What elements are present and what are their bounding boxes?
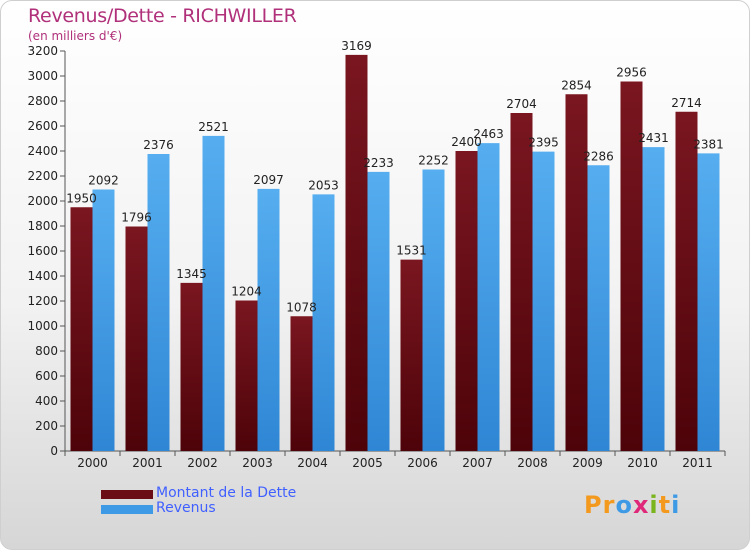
y-tick-label: 0: [50, 444, 58, 458]
bar-revenus: [147, 154, 170, 451]
y-tick-label: 1800: [27, 219, 58, 233]
y-tick-label: 2600: [27, 119, 58, 133]
legend-label-revenus: Revenus: [156, 500, 216, 516]
bar-dette: [70, 207, 93, 451]
bar-revenus: [422, 169, 445, 451]
x-tick-label: 2003: [242, 456, 273, 470]
bar-dette: [180, 282, 203, 451]
bar-dette: [510, 113, 533, 451]
y-tick-label: 1000: [27, 319, 58, 333]
logo-letter: i: [671, 491, 681, 519]
chart-title: Revenus/Dette - RICHWILLER: [28, 5, 297, 27]
value-label-dette: 3169: [341, 39, 372, 53]
chart-subtitle: (en milliers d'€): [28, 29, 123, 43]
bar-dette: [675, 111, 698, 451]
x-tick-label: 2002: [187, 456, 218, 470]
value-label-dette: 1531: [396, 244, 427, 258]
y-tick-label: 1600: [27, 244, 58, 258]
value-label-revenus: 2097: [253, 173, 284, 187]
bar-dette: [565, 94, 588, 451]
bar-revenus: [587, 165, 610, 451]
value-label-dette: 1345: [176, 267, 207, 281]
bar-revenus: [202, 135, 225, 451]
logo-letter: r: [602, 491, 616, 519]
value-label-dette: 1950: [66, 191, 97, 205]
y-tick-label: 3000: [27, 69, 58, 83]
value-label-dette: 2854: [561, 78, 592, 92]
bar-revenus: [367, 171, 390, 451]
value-label-dette: 2714: [671, 96, 702, 110]
y-tick-label: 1400: [27, 269, 58, 283]
y-tick-label: 200: [35, 419, 58, 433]
y-tick-label: 2400: [27, 144, 58, 158]
value-label-revenus: 2381: [693, 137, 724, 151]
logo-letter: i: [649, 491, 659, 519]
y-tick-label: 800: [35, 344, 58, 358]
bar-revenus: [697, 153, 720, 451]
y-tick-label: 2000: [27, 194, 58, 208]
y-tick-label: 600: [35, 369, 58, 383]
bar-dette: [455, 151, 478, 451]
value-label-dette: 2400: [451, 135, 482, 149]
value-label-dette: 2704: [506, 97, 537, 111]
value-label-revenus: 2233: [363, 156, 394, 170]
value-label-revenus: 2252: [418, 154, 449, 168]
legend-swatch-dette: [101, 490, 153, 499]
value-label-revenus: 2286: [583, 149, 614, 163]
value-label-revenus: 2092: [88, 174, 119, 188]
bar-revenus: [477, 143, 500, 451]
y-tick-label: 2200: [27, 169, 58, 183]
x-tick-label: 2001: [132, 456, 163, 470]
logo-letter: t: [658, 491, 672, 519]
x-tick-label: 2006: [407, 456, 438, 470]
value-label-dette: 1204: [231, 285, 262, 299]
value-label-dette: 1796: [121, 211, 152, 225]
value-label-revenus: 2521: [198, 120, 229, 134]
bar-dette: [235, 300, 258, 451]
bar-revenus: [92, 189, 115, 451]
bar-dette: [400, 259, 423, 451]
y-tick-label: 3200: [27, 44, 58, 58]
value-label-revenus: 2431: [638, 131, 669, 145]
value-label-dette: 1078: [286, 300, 317, 314]
bar-revenus: [642, 147, 665, 451]
value-label-dette: 2956: [616, 66, 647, 80]
y-tick-label: 400: [35, 394, 58, 408]
value-label-revenus: 2376: [143, 138, 174, 152]
x-tick-label: 2011: [682, 456, 713, 470]
x-tick-label: 2009: [572, 456, 603, 470]
x-tick-label: 2000: [77, 456, 108, 470]
bar-dette: [125, 226, 148, 451]
proxiti-logo: Proxiti: [584, 491, 680, 519]
logo-letter: x: [632, 491, 650, 519]
logo-letter: o: [615, 491, 633, 519]
legend-label-dette: Montant de la Dette: [156, 485, 297, 501]
value-label-revenus: 2395: [528, 136, 559, 150]
bar-revenus: [532, 151, 555, 451]
bar-revenus: [257, 188, 280, 451]
bar-revenus: [312, 194, 335, 451]
bar-dette: [290, 316, 313, 451]
y-tick-label: 1200: [27, 294, 58, 308]
x-tick-label: 2005: [352, 456, 383, 470]
value-label-revenus: 2053: [308, 178, 339, 192]
bar-dette: [620, 81, 643, 451]
x-tick-label: 2007: [462, 456, 493, 470]
x-tick-label: 2004: [297, 456, 328, 470]
x-tick-label: 2010: [627, 456, 658, 470]
legend-swatch-revenus: [101, 505, 153, 514]
y-tick-label: 2800: [27, 94, 58, 108]
logo-letter: P: [584, 491, 603, 519]
value-label-revenus: 2463: [473, 127, 504, 141]
x-tick-label: 2008: [517, 456, 548, 470]
bar-dette: [345, 54, 368, 451]
